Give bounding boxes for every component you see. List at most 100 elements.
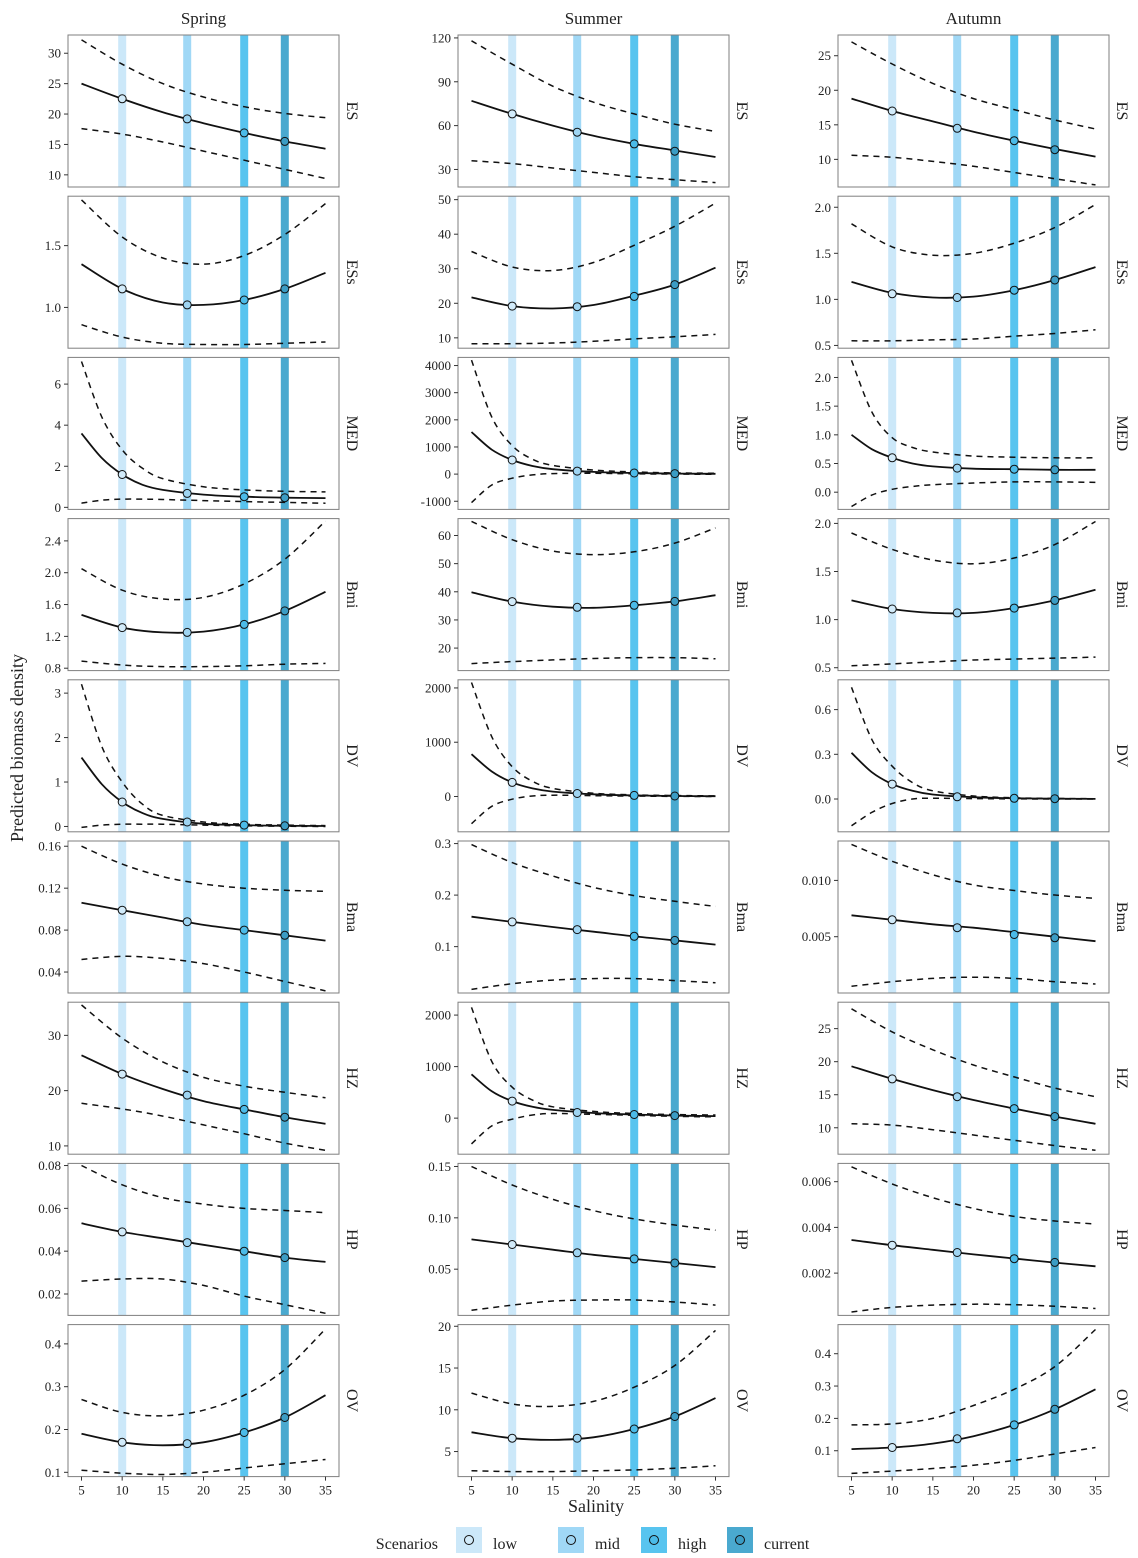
x-tick-label: 15 <box>546 1483 559 1498</box>
y-tick-label: 50 <box>438 556 451 571</box>
y-tick-label: 3000 <box>425 385 451 400</box>
scenario-band-low <box>888 679 897 832</box>
scenario-point-low <box>117 1437 127 1447</box>
panel-frame <box>457 1324 730 1478</box>
scenario-point-mid <box>182 627 192 637</box>
scenario-point-current <box>280 606 290 616</box>
scenario-point-low <box>507 777 517 787</box>
scenario-band-low <box>508 841 517 993</box>
scenario-band-mid <box>953 1002 962 1155</box>
y-tick-label: 120 <box>432 30 452 45</box>
row-label-ov: OV <box>1113 1389 1130 1413</box>
row-label-hp: HP <box>1113 1229 1130 1250</box>
panel-autumn-hp: 0.002 0.004 0.006 HP <box>802 1162 1130 1316</box>
scenario-point-high <box>239 619 249 629</box>
scenario-point-low <box>887 915 897 925</box>
scenario-point-low <box>887 604 897 614</box>
scenario-band-current <box>280 1002 289 1155</box>
legend-label-low: low <box>493 1536 517 1553</box>
y-tick-label: 1.0 <box>45 300 61 315</box>
scenario-band-low <box>888 518 897 671</box>
scenario-band-mid <box>953 35 962 187</box>
scenario-point-low <box>507 301 517 311</box>
x-tick-label: 25 <box>628 1483 641 1498</box>
panel-frame <box>457 195 730 349</box>
y-tick-label: 10 <box>818 1120 831 1135</box>
scenario-band-current <box>280 518 289 671</box>
y-tick-label: 2000 <box>425 680 451 695</box>
panel-frame <box>67 840 340 994</box>
scenario-point-high <box>239 820 249 830</box>
scenario-point-mid <box>182 917 192 927</box>
y-tick-label: 0 <box>445 789 452 804</box>
scenario-band-mid <box>183 679 192 832</box>
fitted-line <box>80 432 326 499</box>
panel-frame <box>67 679 340 833</box>
x-tick-label: 10 <box>886 1483 899 1498</box>
scenario-band-high <box>630 196 639 349</box>
x-tick-label: 30 <box>668 1483 681 1498</box>
panel-spring-bmi: 0.8 1.2 1.6 2.0 2.4 Bmi <box>45 518 360 676</box>
scenario-point-low <box>117 1069 127 1079</box>
panel-autumn-dv: 0.0 0.3 0.6 DV <box>815 679 1130 833</box>
column-title-autumn: Autumn <box>946 9 1002 28</box>
lower-ci-line <box>81 1277 326 1315</box>
scenario-band-current <box>670 1163 679 1316</box>
scenario-point-current <box>670 1258 680 1268</box>
y-tick-label: 2000 <box>425 1008 451 1023</box>
scenario-point-high <box>239 925 249 935</box>
scenario-point-low <box>507 1240 517 1249</box>
y-tick-label: 0.6 <box>815 702 832 717</box>
y-tick-label: 2000 <box>425 412 451 427</box>
panel-frame <box>67 356 340 510</box>
y-tick-label: 0.1 <box>45 1465 61 1480</box>
y-tick-label: 10 <box>438 330 451 345</box>
panel-frame <box>837 34 1110 188</box>
y-tick-label: 0.10 <box>428 1210 451 1225</box>
scenario-point-low <box>887 1074 897 1084</box>
upper-ci-line <box>471 40 716 133</box>
panel-spring-hp: 0.02 0.04 0.06 0.08 HP <box>38 1158 360 1316</box>
upper-ci-line <box>470 359 716 475</box>
y-tick-label: 1.0 <box>815 292 831 307</box>
fitted-line <box>471 266 716 310</box>
y-tick-label: 0.04 <box>38 965 61 980</box>
panel-frame <box>67 1001 340 1155</box>
scenario-band-high <box>630 841 639 993</box>
panel-frame <box>67 1324 340 1478</box>
legend-label-mid: mid <box>595 1536 620 1553</box>
y-tick-label: 50 <box>438 192 451 207</box>
y-tick-label: 0.010 <box>802 873 831 888</box>
row-label-bmi: Bmi <box>343 581 360 609</box>
lower-ci-line <box>470 1112 716 1145</box>
scenario-band-low <box>508 679 517 832</box>
scenario-band-low <box>508 196 517 349</box>
scenario-point-high <box>239 295 249 305</box>
scenario-band-low <box>118 1324 127 1477</box>
y-tick-label: 1 <box>55 775 62 790</box>
scenario-band-low <box>508 1002 517 1155</box>
row-label-med: MED <box>1113 416 1130 452</box>
scenario-band-high <box>630 1163 639 1316</box>
upper-ci-line <box>851 41 1096 130</box>
y-tick-label: 0.1 <box>815 1443 831 1458</box>
scenario-point-mid <box>952 923 962 933</box>
lower-ci-line <box>471 1464 716 1473</box>
y-tick-label: 4 <box>55 418 62 433</box>
fitted-line <box>470 1073 716 1117</box>
x-tick-label: 20 <box>197 1483 210 1498</box>
y-tick-label: 20 <box>438 641 451 656</box>
row-label-dv: DV <box>1113 744 1130 768</box>
panel-autumn-bma: 0.005 0.010 Bma <box>802 840 1130 994</box>
y-tick-label: 0.08 <box>38 1158 61 1173</box>
x-tick-label: 5 <box>848 1483 855 1498</box>
scenario-band-mid <box>573 841 582 993</box>
y-tick-label: 60 <box>438 118 451 133</box>
scenario-band-mid <box>183 196 192 349</box>
panel-frame <box>837 518 1110 672</box>
scenario-point-current <box>670 1412 680 1421</box>
row-label-hz: HZ <box>1113 1068 1130 1089</box>
y-tick-label: 1.6 <box>45 597 62 612</box>
scenario-band-mid <box>183 35 192 187</box>
scenario-point-high <box>629 790 639 800</box>
